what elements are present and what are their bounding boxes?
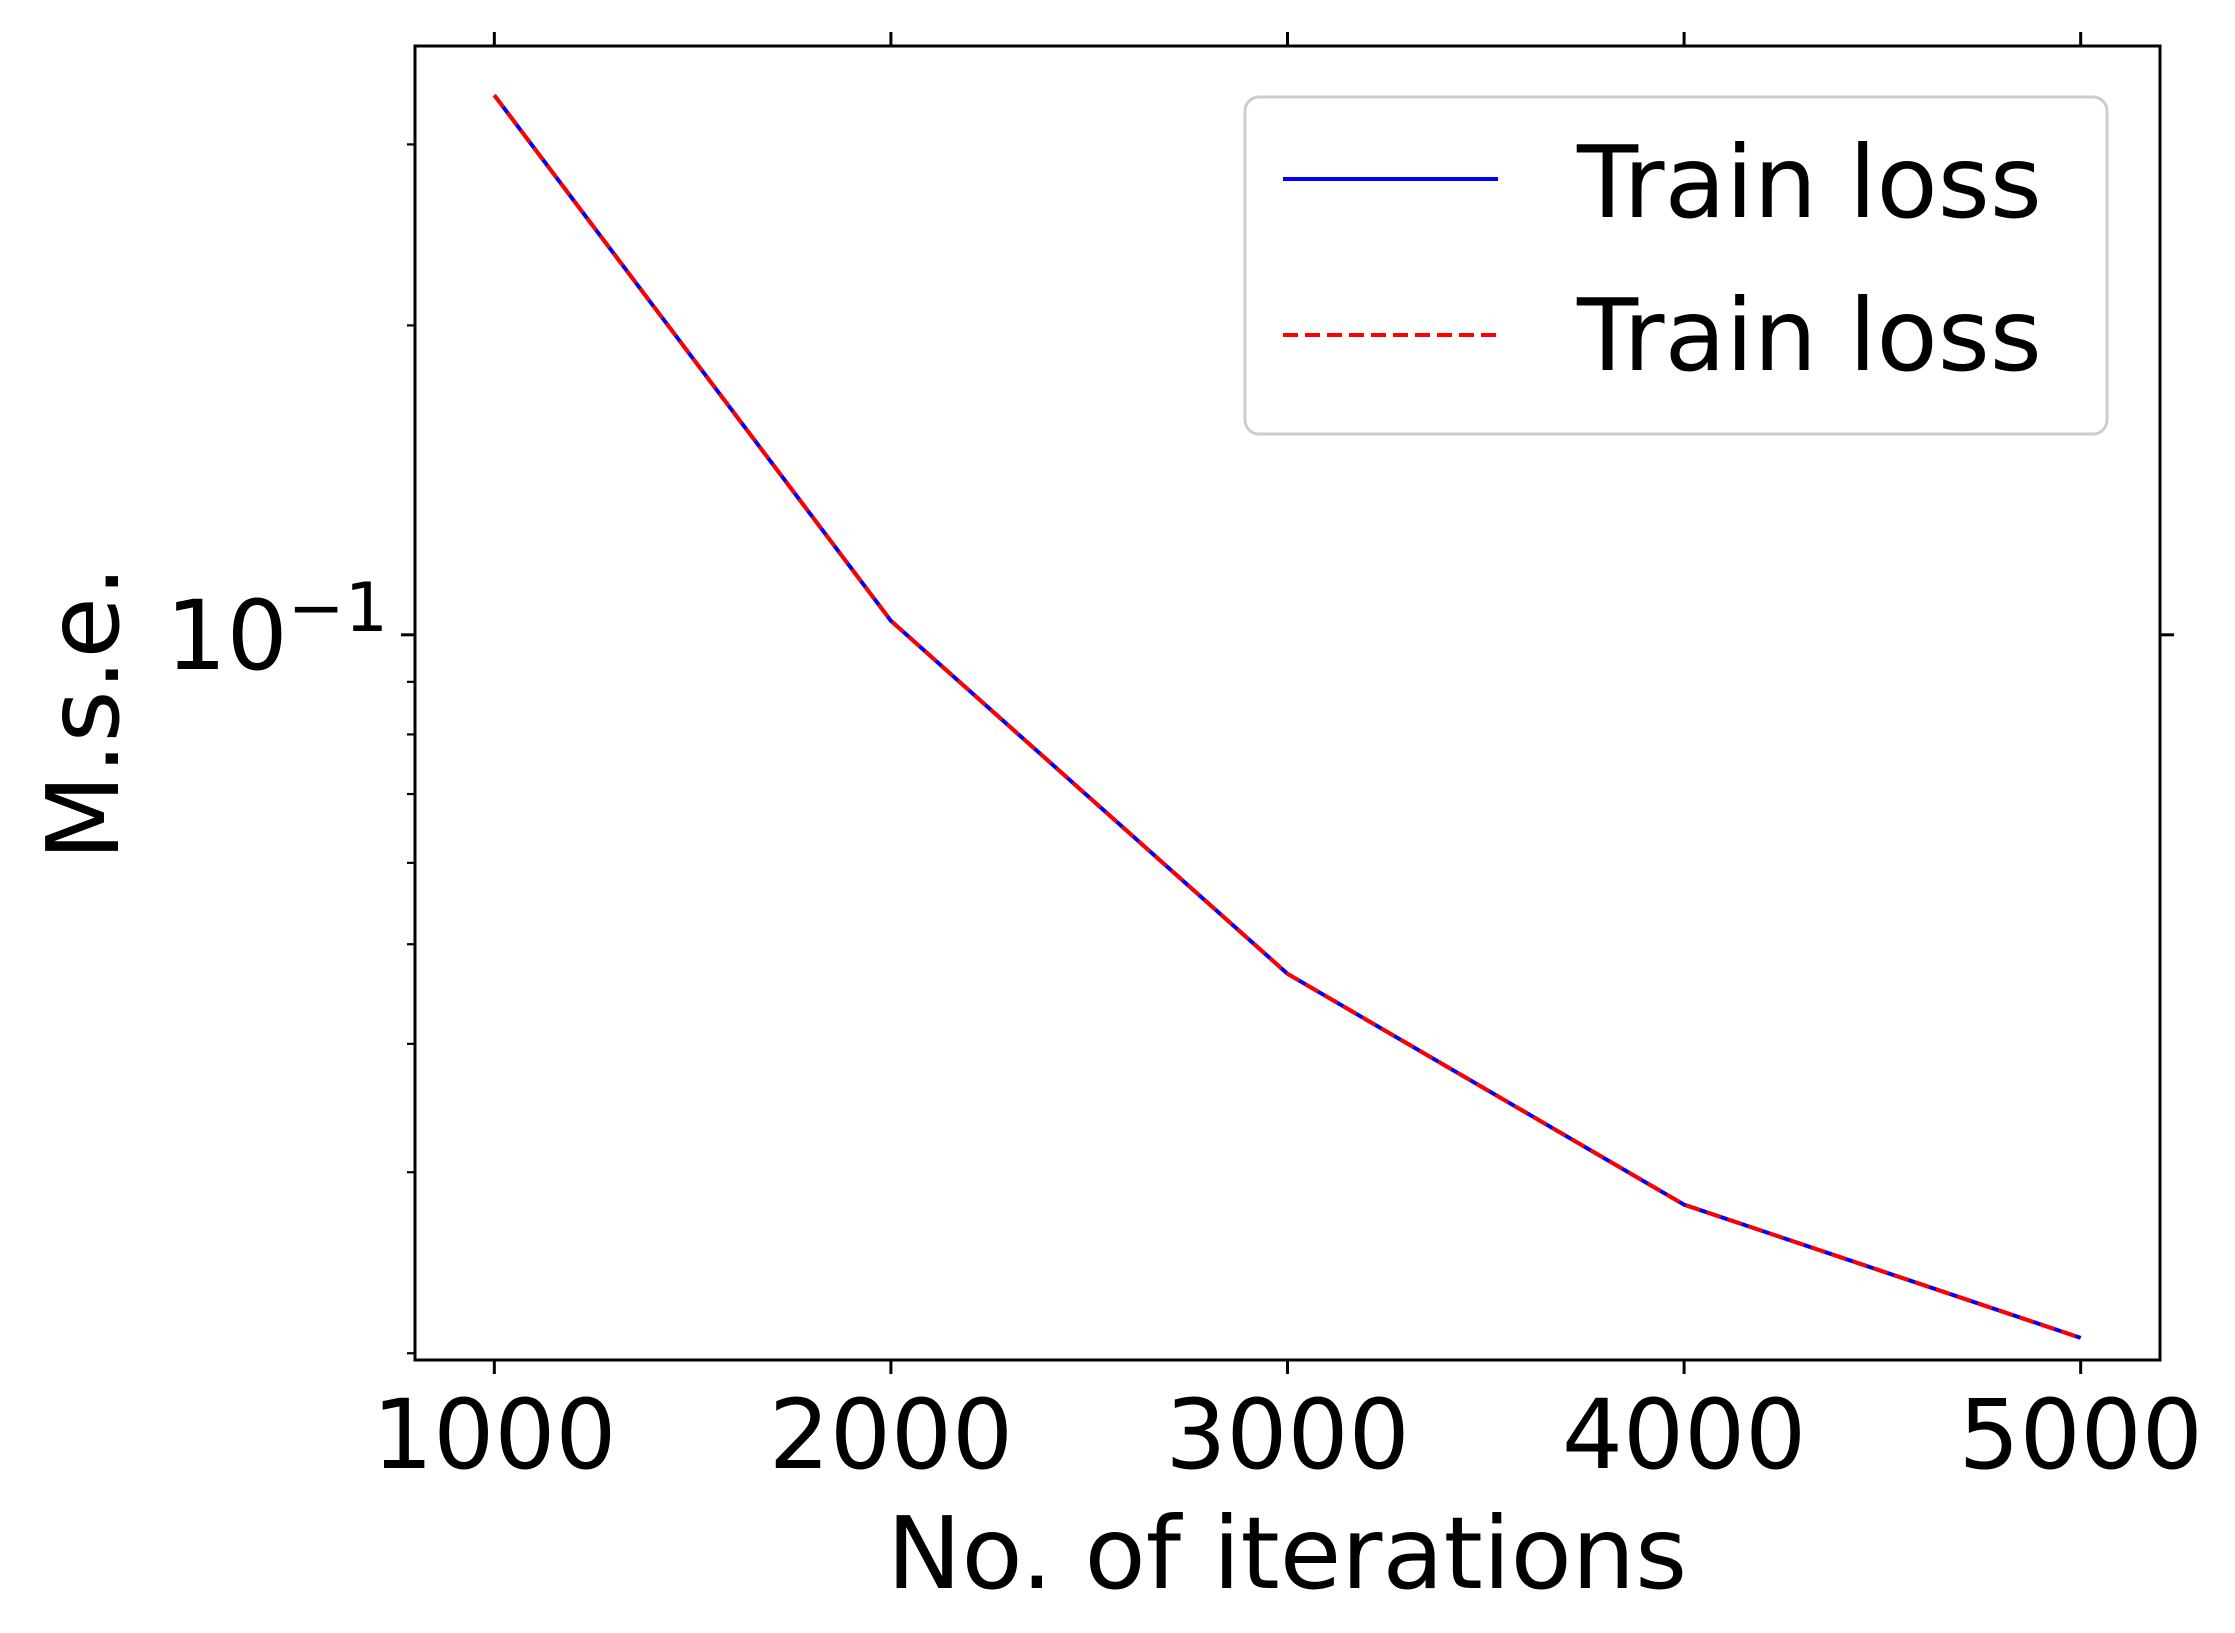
legend-label-red: Train loss <box>1576 277 2042 394</box>
x-major-ticks <box>401 32 2174 1374</box>
x-tick-label-4000: 4000 <box>1562 1379 1806 1491</box>
series-line-1 <box>492 93 2082 1340</box>
x-axis-title: No. of iterations <box>887 1495 1688 1612</box>
legend-label-blue: Train loss <box>1576 124 2042 241</box>
y-tick-label-major: 10−1 <box>166 569 388 692</box>
x-tick-labels: 1000 2000 3000 4000 5000 <box>372 1379 2203 1491</box>
y-axis-title: M.s.e. <box>25 565 142 860</box>
plot-frame <box>413 44 2162 1362</box>
x-tick-label-2000: 2000 <box>769 1379 1013 1491</box>
x-tick-label-1000: 1000 <box>372 1379 616 1491</box>
legend: Train loss Train loss <box>1243 95 2109 436</box>
series-layer <box>492 93 2082 1340</box>
x-tick-label-3000: 3000 <box>1165 1379 1409 1491</box>
y-tick-labels: 10−1 <box>166 569 388 692</box>
legend-frame <box>1243 95 2109 436</box>
x-tick-label-5000: 5000 <box>1959 1379 2203 1491</box>
